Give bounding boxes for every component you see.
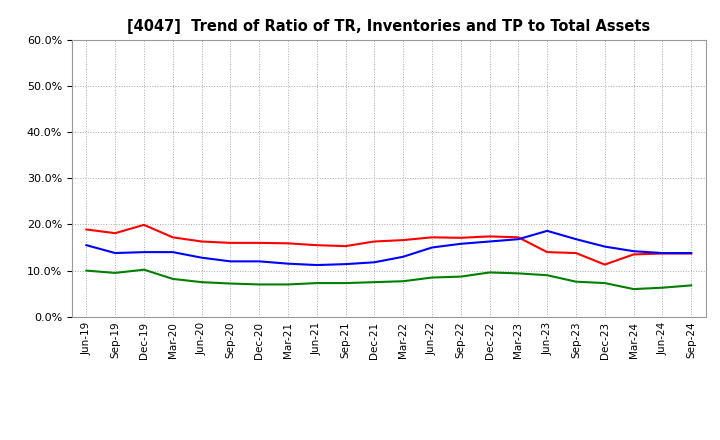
Trade Receivables (456, 235, 465, 240)
Inventories (284, 261, 292, 266)
Trade Payables (514, 271, 523, 276)
Inventories (255, 259, 264, 264)
Inventories (197, 255, 206, 260)
Trade Payables (629, 286, 638, 292)
Line: Trade Payables: Trade Payables (86, 270, 691, 289)
Trade Payables (312, 280, 321, 286)
Trade Receivables (341, 243, 350, 249)
Trade Receivables (370, 239, 379, 244)
Inventories (456, 241, 465, 246)
Trade Receivables (399, 238, 408, 243)
Trade Receivables (82, 227, 91, 232)
Trade Receivables (572, 250, 580, 256)
Line: Inventories: Inventories (86, 231, 691, 265)
Trade Receivables (600, 262, 609, 267)
Trade Payables (111, 270, 120, 275)
Inventories (140, 249, 148, 255)
Trade Payables (370, 279, 379, 285)
Inventories (600, 244, 609, 249)
Trade Payables (168, 276, 177, 282)
Trade Receivables (485, 234, 494, 239)
Trade Payables (140, 267, 148, 272)
Trade Payables (600, 280, 609, 286)
Inventories (168, 249, 177, 255)
Inventories (658, 250, 667, 256)
Inventories (514, 237, 523, 242)
Trade Receivables (312, 242, 321, 248)
Trade Receivables (168, 235, 177, 240)
Title: [4047]  Trend of Ratio of TR, Inventories and TP to Total Assets: [4047] Trend of Ratio of TR, Inventories… (127, 19, 650, 34)
Inventories (572, 237, 580, 242)
Inventories (687, 250, 696, 256)
Inventories (341, 261, 350, 267)
Trade Payables (197, 279, 206, 285)
Trade Payables (255, 282, 264, 287)
Inventories (370, 260, 379, 265)
Inventories (226, 259, 235, 264)
Inventories (428, 245, 436, 250)
Trade Payables (456, 274, 465, 279)
Trade Payables (658, 285, 667, 290)
Trade Receivables (197, 239, 206, 244)
Inventories (312, 262, 321, 268)
Inventories (543, 228, 552, 234)
Trade Payables (687, 283, 696, 288)
Inventories (485, 239, 494, 244)
Trade Payables (399, 279, 408, 284)
Trade Payables (284, 282, 292, 287)
Trade Receivables (284, 241, 292, 246)
Trade Receivables (255, 240, 264, 246)
Trade Receivables (543, 249, 552, 255)
Trade Receivables (428, 235, 436, 240)
Trade Receivables (226, 240, 235, 246)
Inventories (82, 242, 91, 248)
Trade Payables (485, 270, 494, 275)
Inventories (629, 249, 638, 254)
Trade Receivables (658, 251, 667, 256)
Trade Receivables (629, 252, 638, 257)
Line: Trade Receivables: Trade Receivables (86, 225, 691, 264)
Trade Payables (428, 275, 436, 280)
Inventories (111, 250, 120, 256)
Trade Receivables (514, 235, 523, 240)
Trade Payables (543, 272, 552, 278)
Trade Receivables (140, 222, 148, 227)
Trade Payables (341, 280, 350, 286)
Trade Receivables (111, 231, 120, 236)
Trade Payables (572, 279, 580, 284)
Trade Receivables (687, 251, 696, 256)
Trade Payables (226, 281, 235, 286)
Inventories (399, 254, 408, 259)
Trade Payables (82, 268, 91, 273)
